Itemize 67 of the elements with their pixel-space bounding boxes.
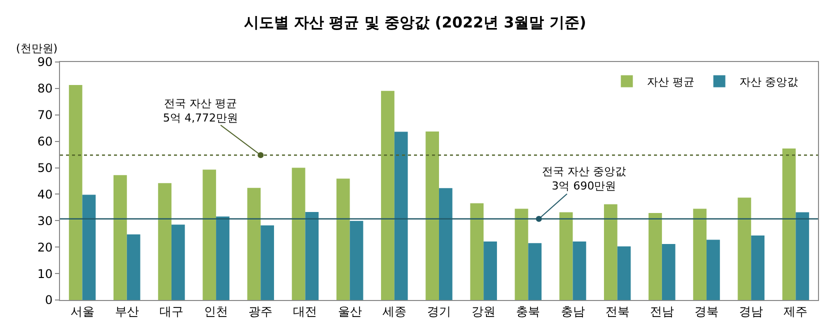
bar xyxy=(604,204,618,300)
bar xyxy=(292,168,306,300)
bar xyxy=(484,242,497,300)
x-tick-label: 광주 xyxy=(248,304,273,318)
bar xyxy=(82,194,96,300)
y-tick-label: 0 xyxy=(44,293,53,308)
bar xyxy=(426,132,439,300)
x-tick-label: 서울 xyxy=(70,304,94,318)
bar xyxy=(114,175,127,300)
x-tick-label: 울산 xyxy=(338,304,362,318)
bar xyxy=(439,188,452,300)
x-tick-label: 부산 xyxy=(114,304,139,318)
bar xyxy=(381,90,394,300)
bar xyxy=(470,203,484,300)
legend-label: 자산 중앙값 xyxy=(739,76,798,89)
bar xyxy=(305,212,319,300)
y-tick-label: 50 xyxy=(37,160,53,175)
bar xyxy=(68,85,82,300)
bar xyxy=(336,178,350,300)
bar xyxy=(693,208,707,300)
bar xyxy=(171,224,185,300)
bar xyxy=(782,148,796,300)
y-tick-label: 10 xyxy=(37,266,53,281)
y-tick-label: 90 xyxy=(37,55,53,70)
bar xyxy=(260,225,274,300)
x-tick-label: 세종 xyxy=(382,304,406,318)
bar xyxy=(738,198,752,300)
legend-label: 자산 평균 xyxy=(646,76,694,89)
bar xyxy=(617,246,631,300)
y-tick-label: 80 xyxy=(37,82,53,96)
x-tick-label: 강원 xyxy=(472,304,496,318)
bar xyxy=(572,242,586,300)
chart-title: 시도별 자산 평균 및 중앙값 (2022년 3월말 기준) xyxy=(244,13,586,32)
bar xyxy=(796,212,810,300)
x-tick-label: 인천 xyxy=(204,304,228,318)
bar xyxy=(559,212,573,300)
y-tick-label: 20 xyxy=(37,240,53,254)
ref-line-label: 전국 자산 평균 5억 4,772만원 xyxy=(163,97,238,124)
y-axis-title: (천만원) xyxy=(16,42,58,55)
bar xyxy=(394,132,408,300)
bar xyxy=(514,208,528,300)
bar xyxy=(216,216,230,300)
bar xyxy=(751,235,764,300)
bar xyxy=(247,188,261,300)
bar xyxy=(528,243,542,300)
x-tick-label: 전남 xyxy=(650,304,674,318)
bar xyxy=(202,170,216,300)
ref-line-label: 전국 자산 중앙값 3억 690만원 xyxy=(542,165,626,192)
bar xyxy=(350,220,364,300)
x-tick-label: 전북 xyxy=(605,304,630,318)
bar xyxy=(648,213,662,300)
y-tick-label: 60 xyxy=(37,134,53,149)
x-tick-label: 대전 xyxy=(293,304,318,318)
x-tick-label: 경북 xyxy=(694,304,719,318)
y-tick-label: 40 xyxy=(37,187,53,202)
bar xyxy=(126,234,140,300)
x-tick-label: 경기 xyxy=(427,304,451,318)
x-tick-label: 대구 xyxy=(159,304,184,318)
bar xyxy=(158,183,172,300)
y-tick-label: 30 xyxy=(37,214,53,228)
x-tick-label: 경남 xyxy=(739,304,764,318)
x-tick-label: 충북 xyxy=(516,304,540,318)
x-tick-label: 제주 xyxy=(784,304,808,318)
bar xyxy=(662,244,676,300)
bar xyxy=(706,240,720,300)
y-tick-label: 70 xyxy=(37,108,53,122)
x-tick-label: 충남 xyxy=(560,304,585,318)
